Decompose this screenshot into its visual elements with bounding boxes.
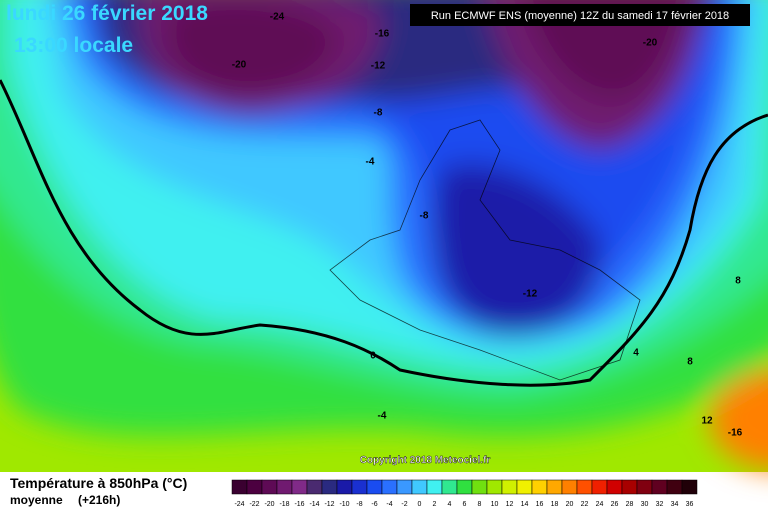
scale-label: -24 [234,501,244,508]
scale-label: -10 [339,501,349,508]
scale-swatch [576,479,593,495]
contour-label: -8 [420,211,429,222]
scale-label: 10 [491,501,499,508]
contour-label: -4 [378,411,387,422]
scale-swatch [441,479,458,495]
scale-swatch [471,479,488,495]
scale-label: 8 [478,501,482,508]
scale-label: 0 [418,501,422,508]
contour-label: -12 [523,289,538,300]
scale-swatch [621,479,638,495]
scale-label: 18 [551,501,559,508]
scale-label: 4 [448,501,452,508]
contour-label: 8 [735,276,741,287]
scale-swatch [591,479,608,495]
copyright: Copyright 2018 Meteociel.fr [360,455,491,466]
scale-label: -12 [324,501,334,508]
scale-swatch [651,479,668,495]
scale-label: -14 [309,501,319,508]
scale-label: 2 [433,501,437,508]
scale-swatch [351,479,368,495]
footer-title: Température à 850hPa (°C) [10,475,187,491]
contour-label: -4 [366,157,375,168]
scale-swatch [666,479,683,495]
contour-label: -12 [371,61,386,72]
scale-label: -8 [356,501,362,508]
scale-swatch [606,479,623,495]
scale-label: -6 [371,501,377,508]
scale-label: 24 [596,501,604,508]
scale-label: 20 [566,501,574,508]
scale-swatch [291,479,308,495]
scale-label: -2 [401,501,407,508]
scale-swatch [381,479,398,495]
scale-swatch [426,479,443,495]
scale-label: 32 [656,501,664,508]
scale-label: -18 [279,501,289,508]
scale-label: 14 [521,501,529,508]
contour-label: 12 [701,416,713,427]
contour-label: 0 [370,351,376,362]
footer-lead: (+216h) [78,493,120,507]
contour-label: -16 [375,29,390,40]
scale-label: 34 [671,501,679,508]
scale-swatch [531,479,548,495]
scale-label: 26 [611,501,619,508]
date-label: lundi 26 février 2018 [6,2,208,25]
scale-label: 6 [463,501,467,508]
scale-swatch [486,479,503,495]
scale-swatch [411,479,428,495]
scale-label: 36 [686,501,694,508]
time-label: 13:00 locale [14,34,133,57]
scale-swatch [516,479,533,495]
contour-label: 4 [633,348,639,359]
scale-label: 16 [536,501,544,508]
scale-label: -16 [294,501,304,508]
temperature-field [0,0,768,472]
scale-swatch [261,479,278,495]
scale-label: 22 [581,501,589,508]
scale-swatch [276,479,293,495]
scale-swatch [501,479,518,495]
scale-label: -20 [264,501,274,508]
scale-swatch [366,479,383,495]
scale-label: 28 [626,501,634,508]
scale-swatch [561,479,578,495]
scale-swatch [681,479,698,495]
scale-label: 12 [506,501,514,508]
scale-swatch [546,479,563,495]
scale-swatch [636,479,653,495]
scale-label: -4 [386,501,392,508]
run-info: Run ECMWF ENS (moyenne) 12Z du samedi 17… [431,10,729,22]
contour-label: 8 [687,357,693,368]
contour-label: -20 [232,60,247,71]
scale-label: 30 [641,501,649,508]
run-banner [410,4,750,26]
contour-label: -24 [270,12,285,23]
scale-swatch [396,479,413,495]
scale-swatch [231,479,248,495]
scale-swatch [321,479,338,495]
contour-label: -20 [643,38,658,49]
scale-swatch [456,479,473,495]
footer-mode: moyenne [10,493,63,507]
contour-label: -16 [728,428,743,439]
scale-swatch [336,479,353,495]
scale-label: -22 [249,501,259,508]
contour-label: -8 [374,108,383,119]
scale-swatch [306,479,323,495]
scale-swatch [246,479,263,495]
